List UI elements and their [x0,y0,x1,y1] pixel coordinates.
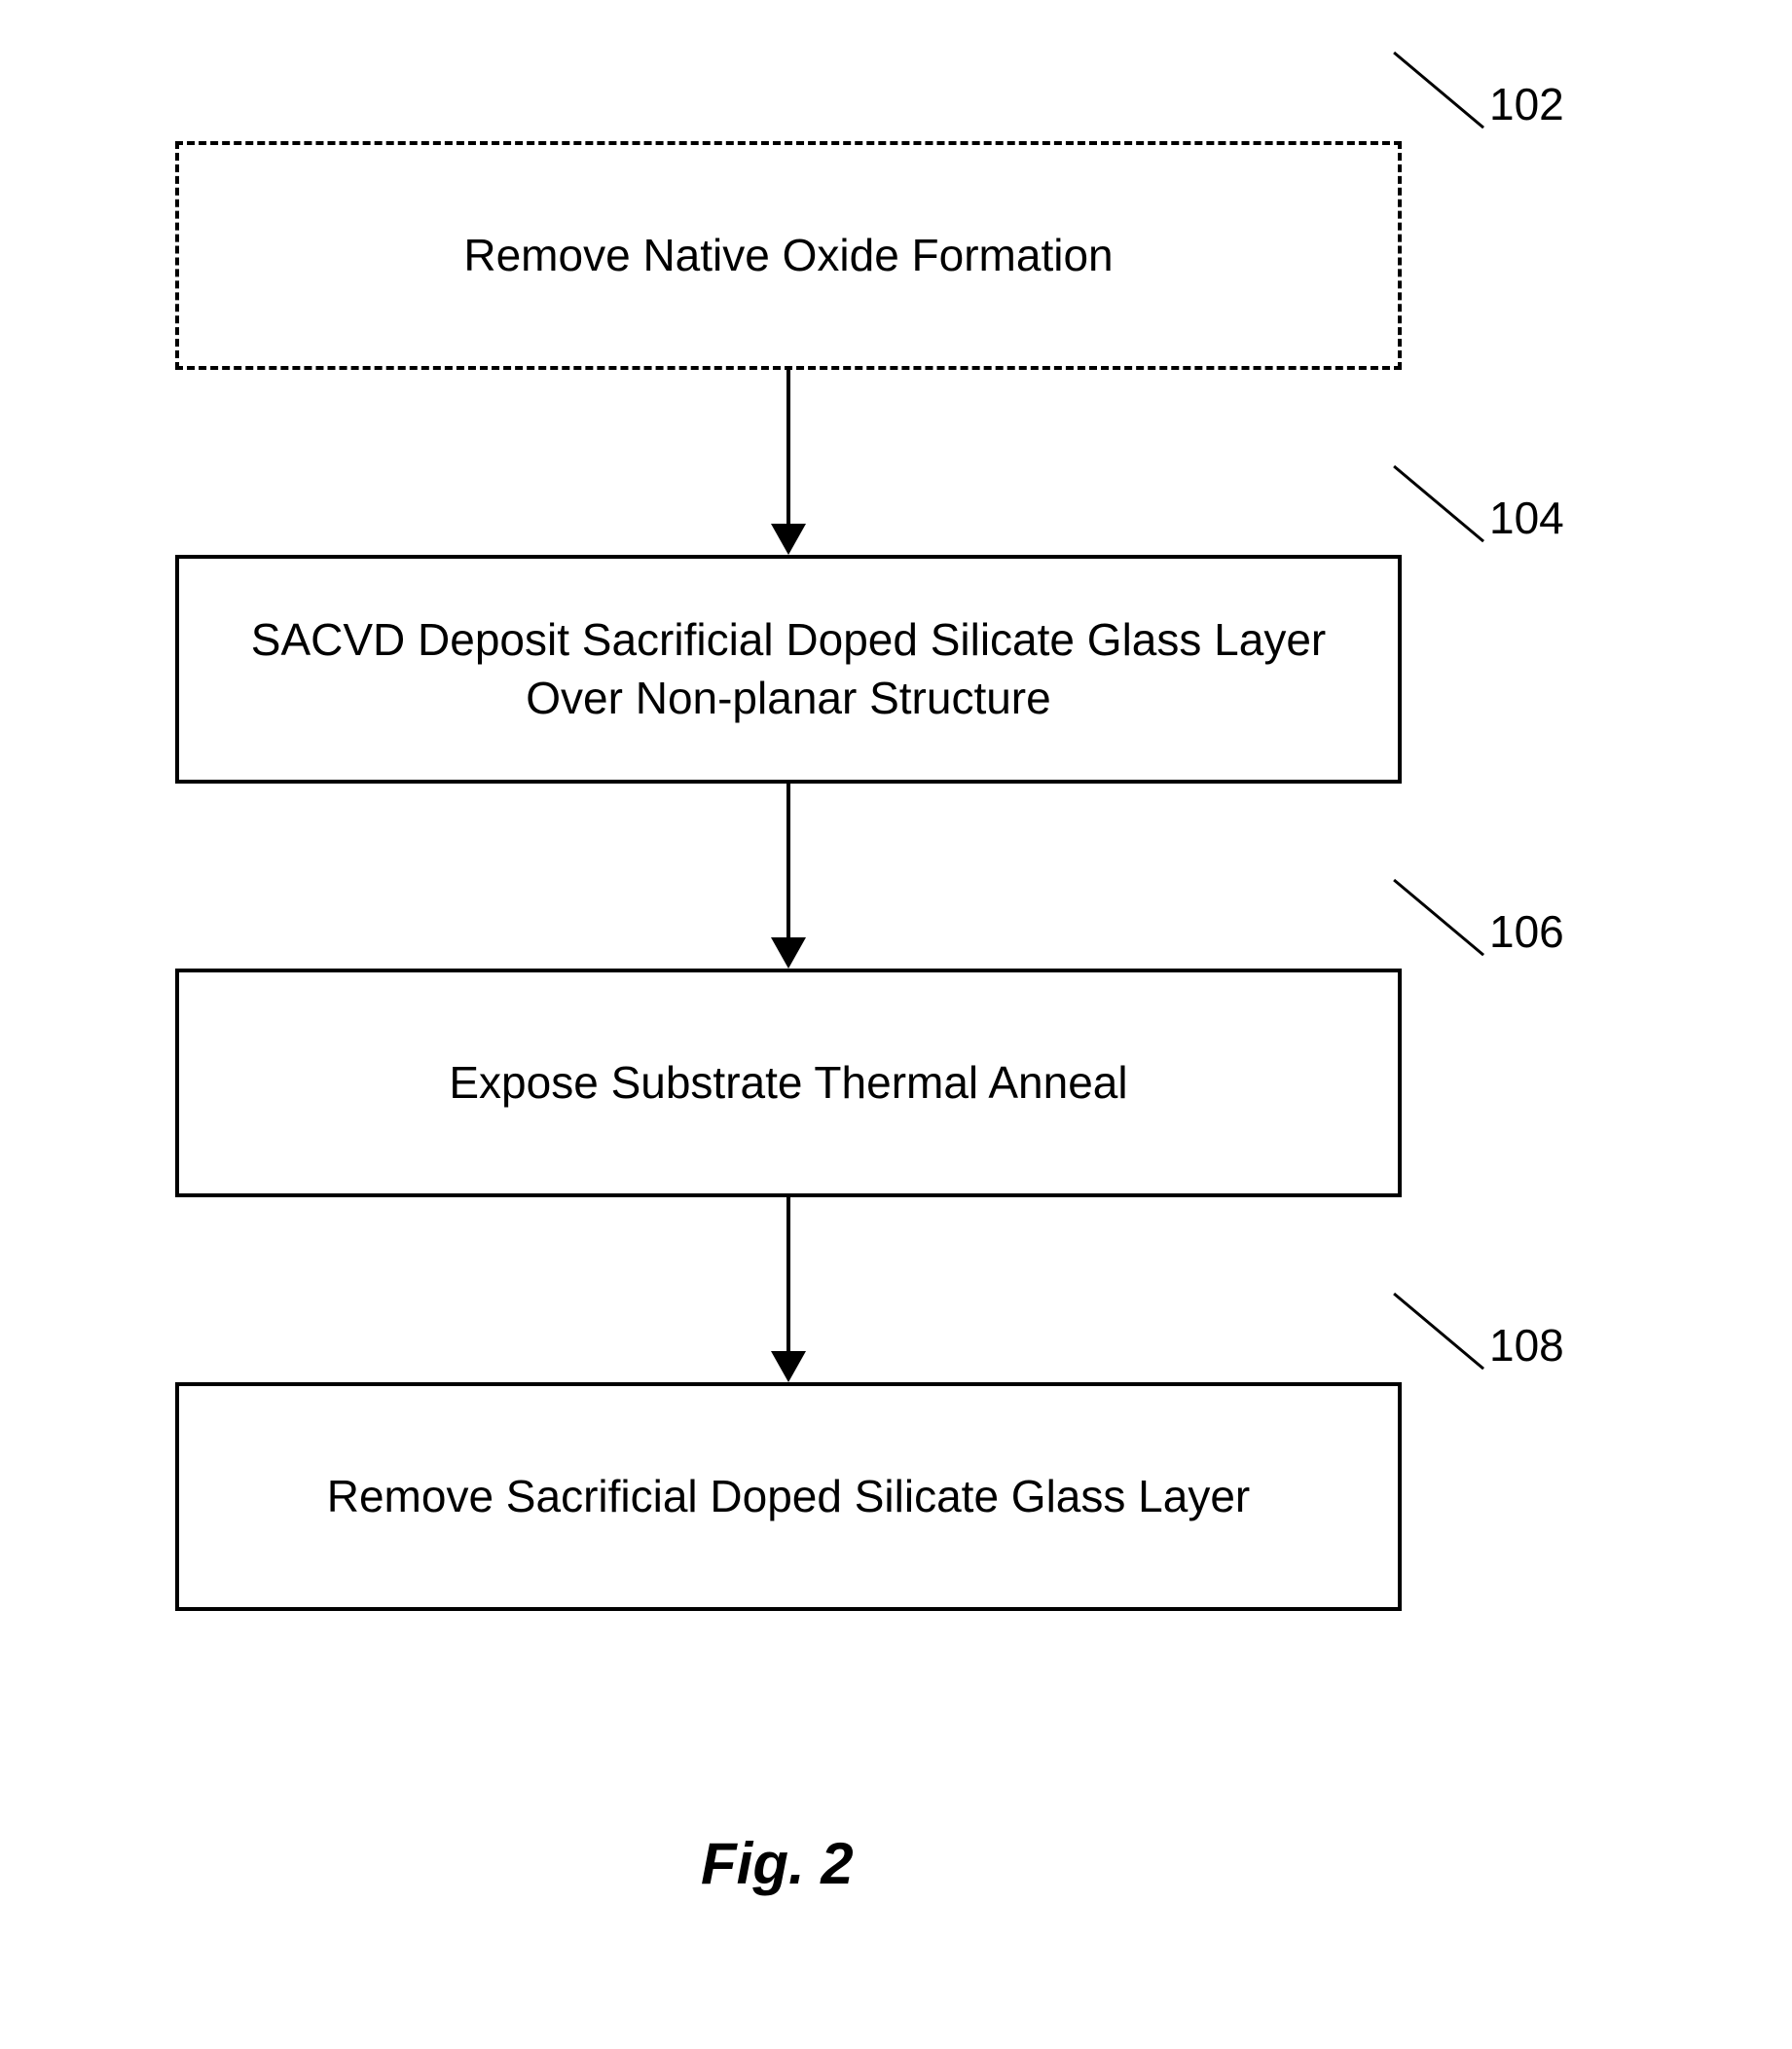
flowchart-box-104: SACVD Deposit Sacrificial Doped Silicate… [175,555,1402,784]
figure-caption: Fig. 2 [701,1830,854,1897]
leader-line [1393,1293,1484,1370]
ref-label-108: 108 [1489,1319,1564,1372]
arrow-line [786,370,790,524]
flowchart-canvas: Remove Native Oxide Formation 102 SACVD … [0,0,1792,2049]
leader-line [1393,465,1484,542]
ref-label-104: 104 [1489,492,1564,544]
flowchart-box-108: Remove Sacrificial Doped Silicate Glass … [175,1382,1402,1611]
flowchart-box-104-text: SACVD Deposit Sacrificial Doped Silicate… [218,611,1359,728]
ref-label-106: 106 [1489,905,1564,958]
arrow-line [786,1197,790,1351]
flowchart-box-106: Expose Substrate Thermal Anneal [175,969,1402,1197]
ref-label-102: 102 [1489,78,1564,130]
leader-line [1393,879,1484,956]
arrow-head-icon [771,937,806,969]
flowchart-box-106-text: Expose Substrate Thermal Anneal [449,1054,1127,1113]
flowchart-box-108-text: Remove Sacrificial Doped Silicate Glass … [327,1468,1251,1526]
leader-line [1393,52,1484,128]
arrow-head-icon [771,1351,806,1382]
flowchart-box-102-text: Remove Native Oxide Formation [463,227,1113,285]
arrow-line [786,784,790,937]
arrow-head-icon [771,524,806,555]
flowchart-box-102: Remove Native Oxide Formation [175,141,1402,370]
